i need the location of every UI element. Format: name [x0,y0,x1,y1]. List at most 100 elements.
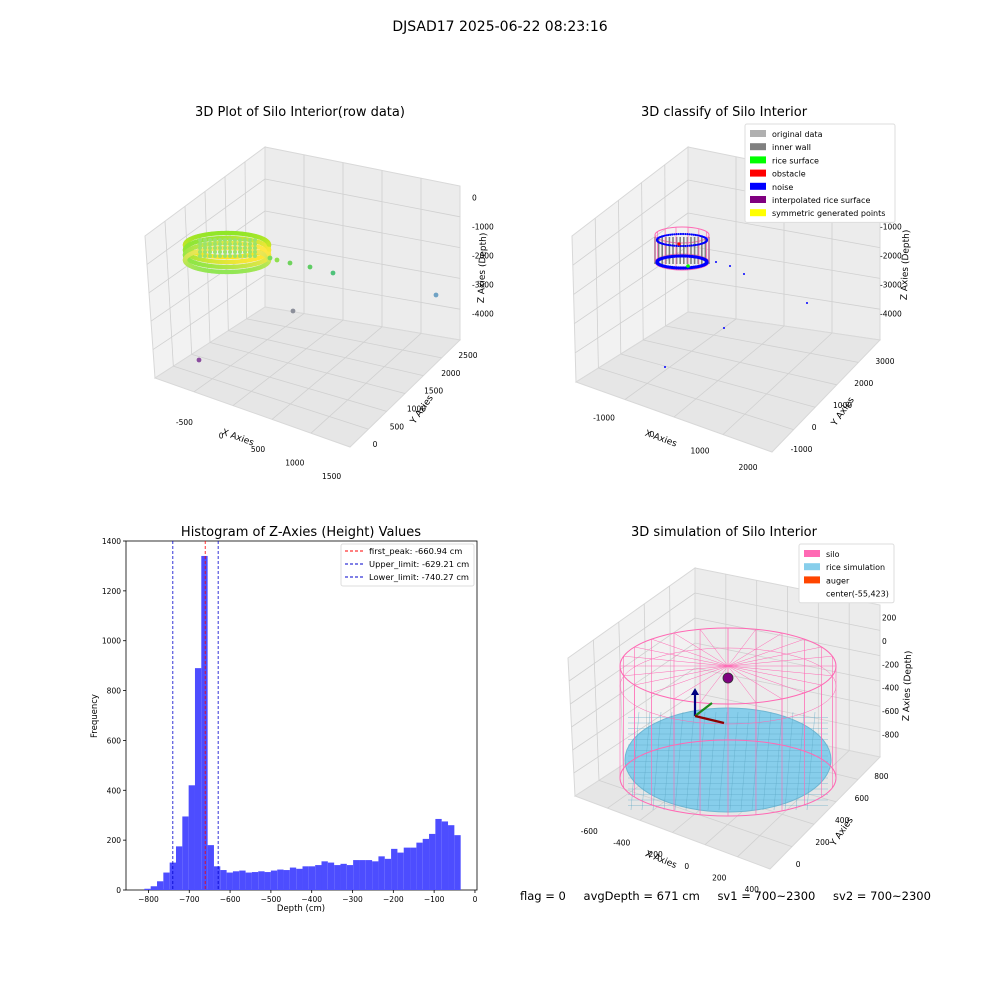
raw-point [203,238,207,242]
histogram-bar [175,846,183,890]
simulation-y-tick: 0 [796,860,801,869]
histogram-bar [201,555,208,890]
raw-point [208,254,212,258]
histogram-bar [270,870,278,890]
raw-point [233,254,237,258]
noise-point [729,265,731,267]
histogram-y-tick: 1000 [102,637,121,646]
histogram-bar [346,865,354,890]
figure-suptitle: DJSAD17 2025-06-22 08:23:16 [392,19,607,35]
classify-y-tick: 0 [812,423,817,432]
histogram-bar [283,870,290,890]
raw-point [213,246,217,250]
raw-point [243,246,247,250]
histogram-bar [321,861,328,890]
histogram-x-tick: −300 [342,895,363,904]
raw-point [208,242,212,246]
classify-z-tick: -3000 [880,281,902,290]
classify-x-tick: 1000 [690,446,709,455]
histogram-bar [163,872,170,890]
histogram-bar [334,865,341,890]
simulation-z-tick: -600 [882,707,899,716]
histogram-x-tick: −100 [424,895,445,904]
histogram-bar [403,847,411,890]
histogram-x-tick: 0 [473,895,478,904]
legend-entry: symmetric generated points [772,209,885,218]
raw-point [223,250,227,254]
histogram-bar [289,867,297,890]
raw-point [218,246,222,250]
histogram-bar [397,852,404,890]
raw-point [218,242,222,246]
histogram-bar [220,870,227,890]
raw-point [196,357,202,363]
raw-point [208,246,212,250]
classify-x-tick: -1000 [593,413,615,422]
raw-y-tick: 0 [373,440,378,449]
classify-y-tick: 3000 [875,357,894,366]
histogram-ylabel: Frequency [90,694,100,738]
histogram-bar [429,833,436,890]
raw-point [243,242,247,246]
noise-point [723,327,725,329]
classify-z-tick: -4000 [880,310,902,319]
histogram-x-tick: −400 [301,895,322,904]
histogram-bar [251,872,259,890]
raw-point [287,260,293,266]
legend-entry: auger [826,576,850,585]
noise-point [664,366,666,368]
raw-point [228,254,232,258]
raw-point [248,246,252,250]
simulation-plot-title: 3D simulation of Silo Interior [631,525,818,540]
histogram-bar [277,869,284,890]
legend-swatch [750,130,766,137]
status-footer: flag = 0 avgDepth = 671 cm sv1 = 700~230… [520,889,945,903]
histogram-frame [125,540,478,891]
histogram-bar [296,868,303,890]
raw-point [223,242,227,246]
raw-point [198,242,202,246]
simulation-z-tick: -200 [882,660,899,669]
histogram-bar [454,835,461,890]
raw-point [213,242,217,246]
legend-entry: silo [826,550,840,559]
raw-plot-zlabel: Z Axies (Depth) [477,233,489,304]
raw-point [218,238,222,242]
histogram-y-tick: 200 [107,836,122,845]
histogram-bar [422,838,430,890]
classify-z-tick: -1000 [880,223,902,232]
legend-entry: original data [772,130,823,139]
raw-point [253,238,257,242]
raw-point [433,292,439,298]
raw-y-tick: 1000 [407,404,426,413]
raw-y-tick: 2500 [458,351,477,360]
classify-plot-title: 3D classify of Silo Interior [641,105,808,120]
histogram-bar [435,818,442,890]
simulation-x-tick: -400 [613,839,630,848]
raw-point [223,254,227,258]
raw-x-tick: 500 [251,445,266,454]
raw-x-tick: -500 [176,418,193,427]
histogram-bar [308,866,316,890]
histogram-bar [264,872,271,890]
histogram-bar [391,848,398,890]
histogram-bar [150,886,158,890]
simulation-x-tick: 200 [712,874,727,883]
raw-3d-plot: 3D Plot of Silo Interior(row data) -500 0… [144,105,494,481]
raw-y-tick: 1500 [424,387,443,396]
raw-point [233,242,237,246]
raw-point [274,257,280,263]
histogram-bar [384,858,392,890]
raw-point [266,247,272,252]
raw-point [253,254,257,258]
histogram-xlabel: Depth (cm) [277,904,325,914]
histogram-bar [416,842,423,890]
classify-legend: original data inner wall rice surface obsta… [744,123,896,223]
raw-point [228,246,232,250]
classify-x-tick: 0 [650,430,655,439]
raw-point [223,246,227,250]
raw-plot-xlabel: X Axies [220,428,255,449]
raw-point [330,270,336,276]
raw-point [198,246,202,250]
